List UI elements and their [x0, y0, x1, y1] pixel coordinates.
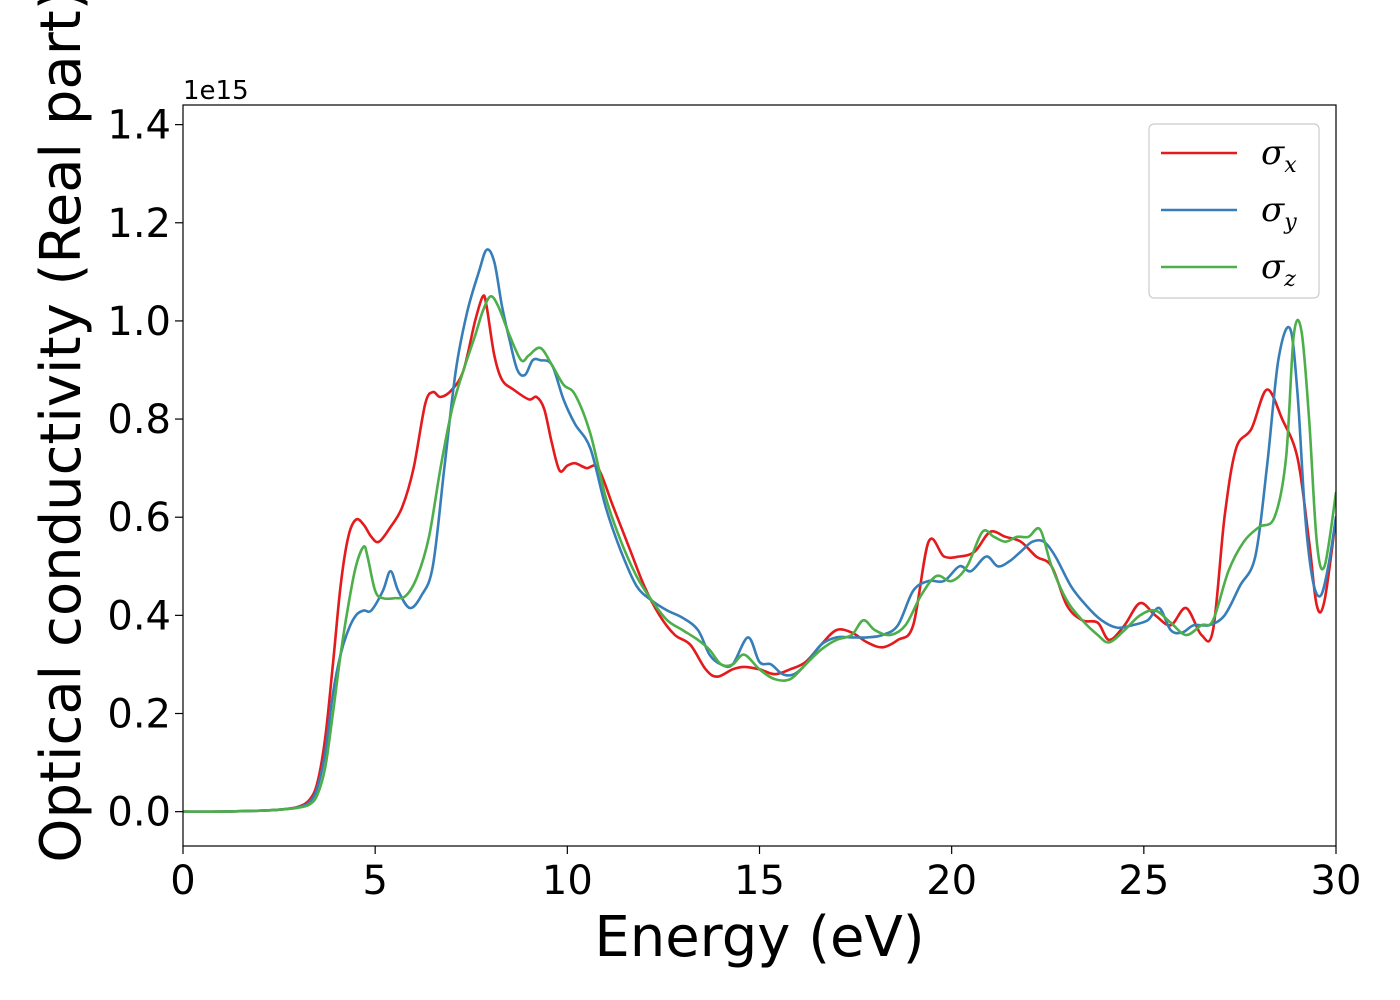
legend-label-subscript: y	[1283, 210, 1297, 235]
y-tick-label: 1.4	[107, 103, 171, 149]
legend-item-y[interactable]: σy	[1161, 190, 1297, 235]
y-axis: 0.0 0.2 0.4 0.6 0.8 1.0 1.2 1.4	[107, 103, 183, 836]
legend-label-subscript: z	[1283, 267, 1296, 292]
legend-label: σx	[1261, 133, 1297, 178]
y-tick-label: 1.2	[107, 201, 171, 247]
legend-label: σy	[1261, 190, 1297, 235]
y-tick-label: 0.2	[107, 692, 171, 738]
x-tick-label: 10	[542, 858, 593, 904]
series-line-z	[183, 295, 1336, 813]
y-tick-label: 0.6	[107, 495, 171, 541]
y-axis-title: Optical conductivity (Real part)	[29, 0, 94, 863]
legend-label-base: σ	[1261, 133, 1285, 173]
y-tick-label: 1.0	[107, 299, 171, 345]
y-tick-label: 0.8	[107, 397, 171, 443]
series-line-x	[183, 294, 1336, 813]
legend-label-base: σ	[1261, 190, 1285, 230]
y-offset-label: 1e15	[183, 76, 249, 106]
x-tick-label: 30	[1311, 858, 1362, 904]
x-tick-label: 20	[926, 858, 977, 904]
legend-label: σz	[1261, 247, 1296, 292]
x-axis: 0 5 10 15 20 25 30	[170, 846, 1361, 904]
x-axis-title: Energy (eV)	[594, 905, 924, 970]
legend-label-base: σ	[1261, 247, 1285, 287]
y-tick-label: 0.4	[107, 593, 171, 639]
x-tick-label: 15	[734, 858, 785, 904]
series-layer	[183, 248, 1336, 813]
y-tick-label: 0.0	[107, 790, 171, 836]
legend-item-x[interactable]: σx	[1161, 133, 1297, 178]
x-tick-label: 5	[362, 858, 387, 904]
legend-item-z[interactable]: σz	[1161, 247, 1296, 292]
x-tick-label: 25	[1118, 858, 1169, 904]
series-line-y	[183, 248, 1336, 813]
legend-label-subscript: x	[1284, 153, 1297, 178]
x-tick-label: 0	[170, 858, 195, 904]
